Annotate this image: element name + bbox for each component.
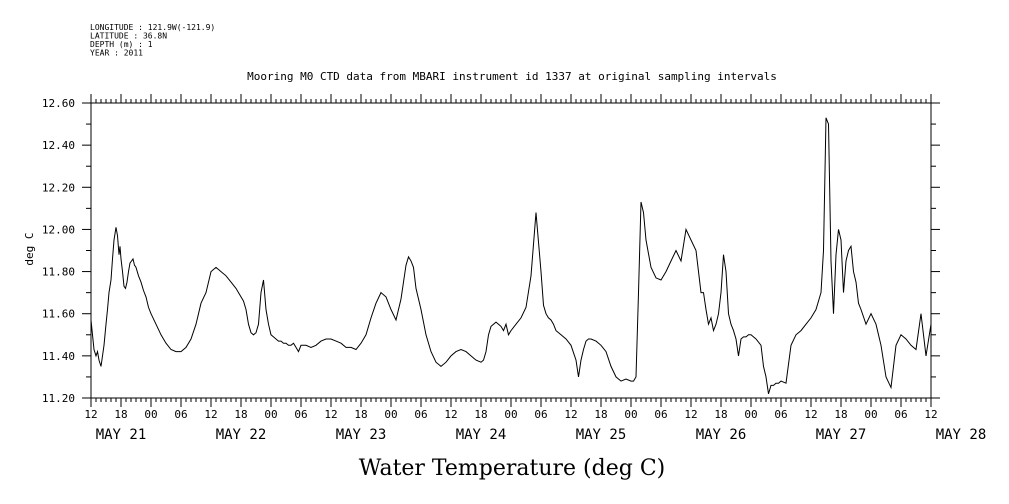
x-tick-label: 06: [414, 408, 427, 421]
x-tick-label: 12: [804, 408, 817, 421]
plot-frame: [90, 102, 932, 399]
x-tick-label: 18: [354, 408, 367, 421]
date-label: MAY 22: [216, 427, 267, 443]
metadata-line: DEPTH (m) : 1: [90, 40, 153, 49]
x-tick-label: 06: [774, 408, 787, 421]
x-tick-label: 12: [324, 408, 337, 421]
date-label: MAY 24: [456, 427, 507, 443]
metadata-line: LATITUDE : 36.8N: [90, 32, 167, 41]
date-label: MAY 26: [696, 427, 747, 443]
x-tick-label: 06: [534, 408, 547, 421]
x-tick-label: 00: [624, 408, 637, 421]
y-tick-label: 11.20: [42, 392, 75, 405]
x-tick-label: 06: [894, 408, 907, 421]
x-tick-label: 00: [144, 408, 157, 421]
y-tick-label: 11.60: [42, 308, 75, 321]
date-label: MAY 21: [96, 427, 147, 443]
x-tick-label: 12: [684, 408, 697, 421]
x-axis-title: Water Temperature (deg C): [359, 456, 666, 481]
y-axis-label: deg C: [23, 232, 36, 265]
y-tick-label: 12.40: [42, 139, 75, 152]
x-tick-label: 18: [834, 408, 847, 421]
y-tick-label: 12.60: [42, 97, 75, 110]
x-tick-label: 12: [924, 408, 937, 421]
x-tick-label: 00: [744, 408, 757, 421]
date-labels: MAY 21 MAY 22 MAY 23 MAY 24 MAY 25 MAY 26 MAY …: [96, 427, 987, 443]
x-tick-label: 12: [84, 408, 97, 421]
date-label: MAY 23: [336, 427, 387, 443]
date-label: MAY 27: [816, 427, 867, 443]
chart-title: Mooring M0 CTD data from MBARI instrumen…: [247, 70, 777, 83]
x-tick-label: 18: [594, 408, 607, 421]
y-axis: 11.20 11.40 11.60 11.80 12.00 12.20 12.40 12.60: [42, 97, 940, 405]
x-tick-label: 00: [864, 408, 877, 421]
x-tick-label: 12: [204, 408, 217, 421]
x-tick-label: 18: [474, 408, 487, 421]
y-tick-label: 12.00: [42, 223, 75, 236]
metadata-header: LONGITUDE : 121.9W(-121.9)LATITUDE : 36.…: [90, 23, 215, 58]
x-tick-label: 18: [234, 408, 247, 421]
y-tick-label: 12.20: [42, 181, 75, 194]
x-tick-label: 18: [114, 408, 127, 421]
date-label: MAY 25: [576, 427, 627, 443]
metadata-line: LONGITUDE : 121.9W(-121.9): [90, 23, 215, 32]
x-minor-ticks: [90, 94, 932, 407]
date-label: MAY 28: [936, 427, 987, 443]
x-tick-label: 00: [264, 408, 277, 421]
x-tick-label: 12: [564, 408, 577, 421]
x-tick-label: 12: [444, 408, 457, 421]
x-tick-label: 00: [504, 408, 517, 421]
x-tick-label: 06: [294, 408, 307, 421]
x-tick-label: 00: [384, 408, 397, 421]
series-line-water-temperature: [90, 117, 932, 394]
x-axis: 12 18 00 06 12 18 00 06 12 18 00 06 12 18 00 06 12 18 00 06…: [84, 408, 937, 421]
x-tick-label: 18: [714, 408, 727, 421]
y-tick-label: 11.80: [42, 266, 75, 279]
y-tick-label: 11.40: [42, 350, 75, 363]
x-tick-label: 06: [654, 408, 667, 421]
metadata-line: YEAR : 2011: [90, 49, 143, 58]
x-tick-label: 06: [174, 408, 187, 421]
